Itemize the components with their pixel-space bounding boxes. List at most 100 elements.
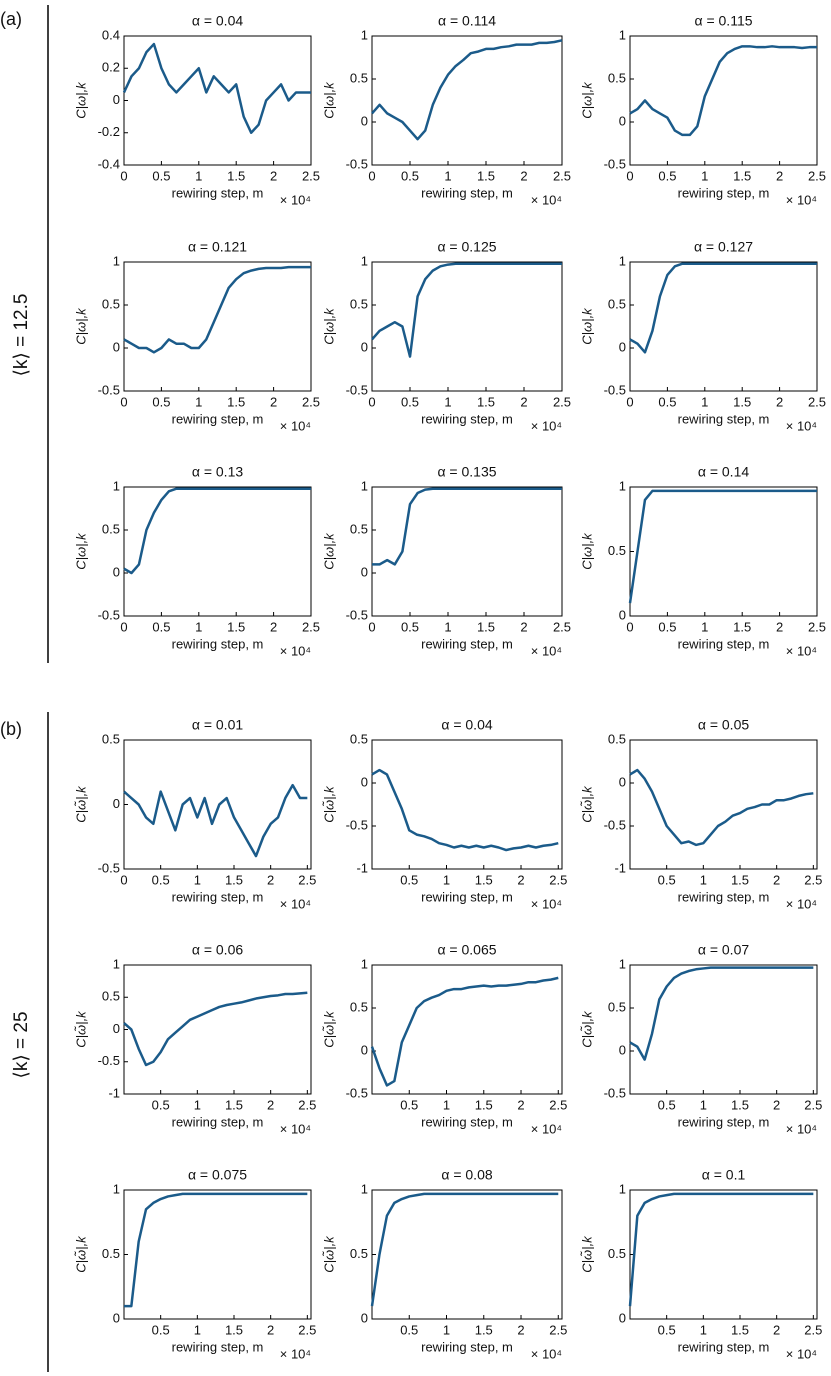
x-axis-label: rewiring step, m [172, 889, 264, 904]
plot-frame [371, 486, 563, 617]
x-tick-label: 1 [195, 394, 202, 409]
x-multiplier: × 10⁴ [280, 1346, 311, 1361]
y-tick-label: 0 [113, 1021, 120, 1036]
plot-frame [629, 1189, 818, 1320]
y-tick-label: -0.5 [346, 607, 368, 622]
plot-frame [123, 261, 312, 392]
y-tick-label: 1 [361, 478, 368, 493]
y-tick-label: 0.5 [350, 731, 368, 746]
x-tick-label: 0 [626, 394, 633, 409]
y-tick-label: 1 [619, 478, 626, 493]
x-tick-label: 0.5 [658, 394, 676, 409]
x-tick-label: 0.5 [401, 394, 419, 409]
y-tick-label: 0 [619, 1042, 626, 1057]
y-tick-label: 0 [113, 339, 120, 354]
y-tick-label: -0.5 [346, 382, 368, 397]
y-tick-label: 1 [619, 253, 626, 268]
chart-title: α = 0.05 [698, 717, 750, 733]
data-line [123, 487, 311, 575]
panel-label: (a) [0, 9, 22, 29]
x-axis-label: rewiring step, m [421, 889, 513, 904]
data-line [123, 783, 308, 858]
x-axis-label: rewiring step, m [678, 636, 770, 651]
y-tick-label: -0.2 [98, 124, 120, 139]
x-tick-label: 2 [267, 1322, 274, 1337]
data-line [628, 1192, 814, 1307]
y-tick-label: -1 [108, 1085, 120, 1100]
chart-title: α = 0.04 [441, 717, 493, 733]
y-axis-label: C|ω|,k [73, 532, 88, 570]
y-axis-label: C|ω|,k [579, 532, 594, 570]
x-tick-label: 1 [443, 1097, 450, 1112]
plot-frame [123, 1189, 312, 1320]
x-tick-label: 1.5 [227, 619, 245, 634]
x-tick-label: 0 [120, 394, 127, 409]
data-line [123, 265, 311, 354]
x-tick-label: 2.5 [549, 1097, 567, 1112]
x-multiplier: × 10⁴ [786, 643, 817, 658]
x-tick-label: 1 [194, 872, 201, 887]
plot-frame [629, 964, 818, 1095]
x-multiplier: × 10⁴ [531, 643, 562, 658]
x-axis-label: rewiring step, m [678, 1114, 770, 1129]
y-axis-label: C|ω|,k [579, 307, 594, 345]
chart-title: α = 0.121 [188, 239, 247, 255]
x-tick-label: 2 [773, 1322, 780, 1337]
y-tick-label: 0 [361, 339, 368, 354]
x-tick-label: 0.5 [152, 1097, 170, 1112]
data-line [370, 1192, 559, 1307]
x-tick-label: 0 [626, 619, 633, 634]
x-multiplier: × 10⁴ [786, 1121, 817, 1136]
x-multiplier: × 10⁴ [531, 192, 562, 207]
x-tick-label: 2 [267, 872, 274, 887]
x-tick-label: 2.5 [804, 1322, 822, 1337]
x-tick-label: 0.5 [658, 619, 676, 634]
x-tick-label: 1 [195, 168, 202, 183]
chart-title: α = 0.07 [698, 942, 750, 958]
x-tick-label: 1 [443, 1322, 450, 1337]
y-tick-label: -0.5 [98, 1053, 120, 1068]
chart-title: α = 0.08 [441, 1167, 493, 1183]
x-multiplier: × 10⁴ [786, 192, 817, 207]
y-tick-label: 1 [361, 956, 368, 971]
y-tick-label: 1 [619, 27, 626, 42]
x-axis-label: rewiring step, m [678, 185, 770, 200]
x-axis-label: rewiring step, m [421, 1339, 513, 1354]
x-tick-label: 1.5 [731, 872, 749, 887]
chart-title: α = 0.06 [192, 942, 244, 958]
x-axis-label: rewiring step, m [421, 636, 513, 651]
x-tick-label: 1.5 [731, 1322, 749, 1337]
y-tick-label: 0.5 [350, 70, 368, 85]
x-multiplier: × 10⁴ [280, 418, 311, 433]
x-tick-label: 1.5 [477, 394, 495, 409]
y-tick-label: -0.5 [98, 860, 120, 875]
y-axis-label: C|ω̃|,k [579, 785, 594, 823]
x-tick-label: 0.5 [401, 168, 419, 183]
x-axis-label: rewiring step, m [678, 411, 770, 426]
x-tick-label: 2 [773, 872, 780, 887]
chart-title: α = 0.114 [438, 13, 496, 29]
x-tick-label: 2 [776, 619, 783, 634]
x-tick-label: 1 [444, 619, 451, 634]
x-tick-label: 1 [700, 1322, 707, 1337]
y-tick-label: 0.5 [350, 521, 368, 536]
x-tick-label: 2 [773, 1097, 780, 1112]
y-tick-label: -0.5 [346, 1085, 368, 1100]
y-tick-label: -1 [614, 860, 626, 875]
x-tick-label: 1 [444, 394, 451, 409]
y-tick-label: 0 [619, 113, 626, 128]
y-tick-label: 0.5 [350, 296, 368, 311]
y-tick-label: -0.5 [98, 607, 120, 622]
y-tick-label: 0 [361, 1042, 368, 1057]
plot-frame [371, 1189, 563, 1320]
y-tick-label: 0 [361, 774, 368, 789]
x-multiplier: × 10⁴ [531, 1121, 562, 1136]
x-tick-label: 2.5 [804, 1097, 822, 1112]
x-tick-label: 2.5 [298, 1322, 316, 1337]
x-axis-label: rewiring step, m [172, 1339, 264, 1354]
x-tick-label: 0.5 [152, 168, 170, 183]
x-tick-label: 1 [700, 1097, 707, 1112]
y-axis-label: C|ω|,k [321, 532, 336, 570]
y-tick-label: 0 [361, 1310, 368, 1325]
